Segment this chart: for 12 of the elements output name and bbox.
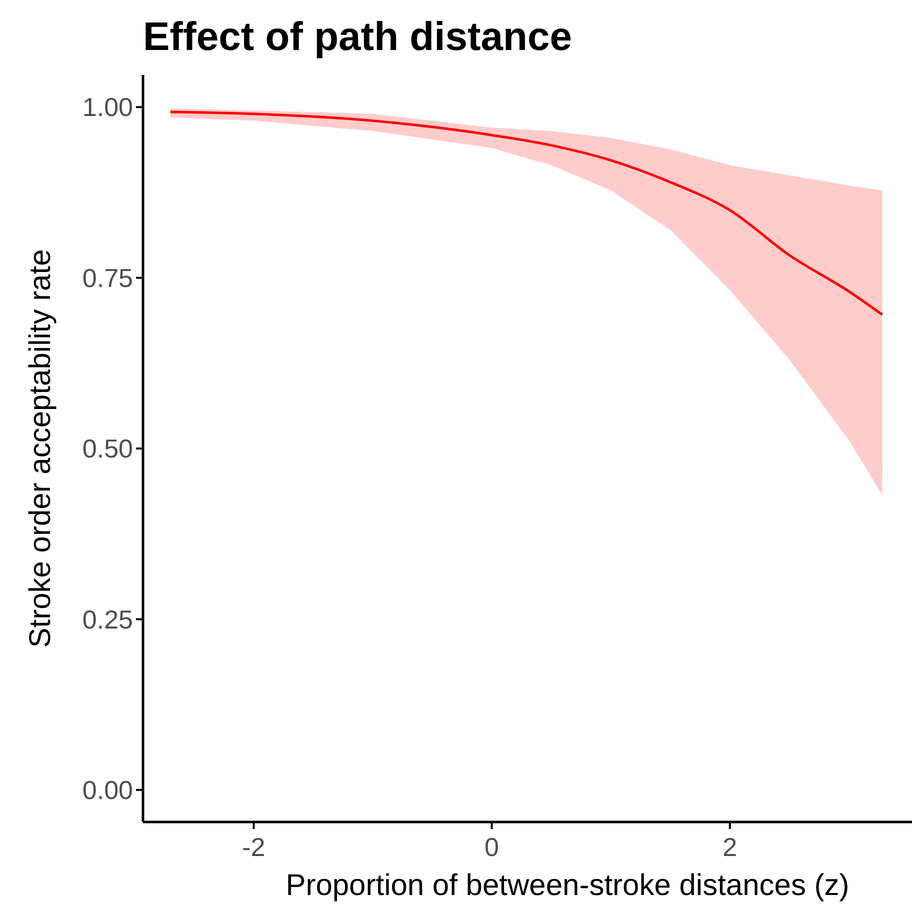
y-tick-label: 0.75 xyxy=(82,262,133,293)
y-axis-title: Stroke order acceptability rate xyxy=(24,249,57,648)
x-tick-label: -2 xyxy=(242,832,266,862)
x-axis-title: Proportion of between-stroke distances (z) xyxy=(286,869,850,902)
chart-title: Effect of path distance xyxy=(143,15,572,59)
y-tick-label: 0.25 xyxy=(82,604,133,634)
line-series xyxy=(169,110,884,316)
x-tick-label: 0 xyxy=(484,832,500,862)
y-tick-label: 0.50 xyxy=(82,434,133,464)
y-tick-label: 1.00 xyxy=(82,92,133,122)
y-tick-label: 0.00 xyxy=(82,775,133,806)
x-tick-label: 2 xyxy=(722,832,738,862)
